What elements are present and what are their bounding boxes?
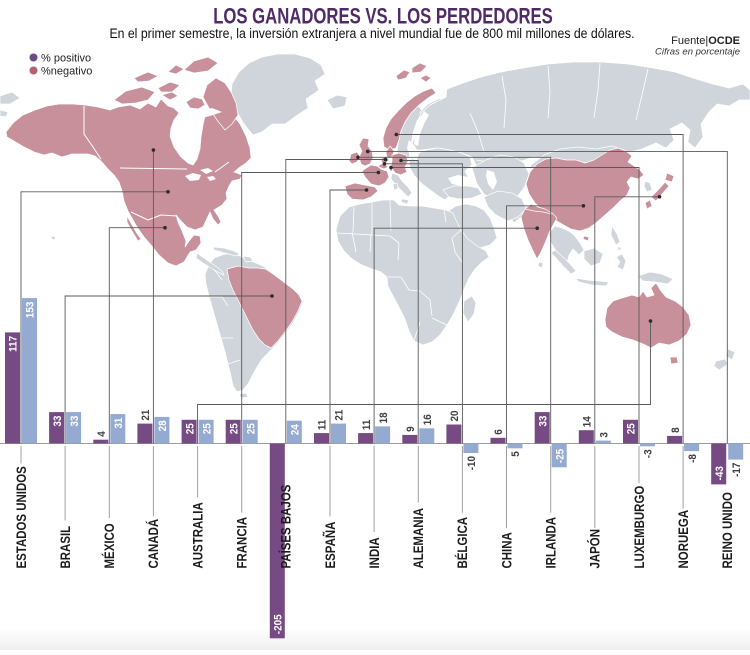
svg-text:LUXEMBURGO: LUXEMBURGO	[632, 485, 647, 568]
svg-text:-17: -17	[731, 462, 743, 476]
svg-text:21: 21	[141, 409, 153, 420]
svg-text:CANADÁ: CANADÁ	[145, 519, 161, 569]
svg-text:25: 25	[202, 423, 214, 434]
svg-text:BÉLGICA: BÉLGICA	[454, 517, 470, 569]
svg-text:-3: -3	[643, 449, 655, 458]
svg-text:3: 3	[599, 432, 611, 438]
svg-text:PAÍSES BAJOS: PAÍSES BAJOS	[278, 485, 294, 569]
svg-text:14: 14	[582, 416, 594, 427]
svg-text:9: 9	[406, 426, 418, 432]
svg-text:25: 25	[626, 423, 638, 434]
svg-text:ESTADOS UNIDOS: ESTADOS UNIDOS	[14, 466, 29, 568]
svg-text:24: 24	[290, 424, 302, 435]
svg-text:28: 28	[158, 420, 170, 431]
svg-text:16: 16	[423, 414, 435, 425]
svg-text:En el primer semestre, la inve: En el primer semestre, la inversión extr…	[109, 25, 634, 41]
svg-text:6: 6	[494, 429, 506, 435]
svg-text:% positivo: % positivo	[41, 53, 91, 65]
svg-text:REINO UNIDO: REINO UNIDO	[720, 492, 735, 569]
svg-text:BRASIL: BRASIL	[58, 526, 73, 569]
svg-text:LOS GANADORES VS. LOS PERDEDOR: LOS GANADORES VS. LOS PERDEDORES	[213, 4, 553, 29]
svg-text:33: 33	[538, 415, 550, 426]
svg-text:JAPÓN: JAPÓN	[587, 529, 603, 568]
svg-text:5: 5	[511, 451, 523, 457]
svg-text:INDIA: INDIA	[367, 537, 382, 568]
svg-text:-25: -25	[555, 449, 567, 463]
svg-text:18: 18	[378, 412, 390, 423]
svg-text:ESPAÑA: ESPAÑA	[322, 522, 338, 569]
svg-text:20: 20	[450, 410, 462, 421]
svg-text:31: 31	[114, 417, 126, 428]
svg-text:Fuente|OCDE: Fuente|OCDE	[671, 35, 740, 47]
svg-text:25: 25	[229, 423, 241, 434]
svg-text:11: 11	[317, 419, 329, 430]
svg-text:-205: -205	[273, 614, 285, 634]
svg-text:-43: -43	[714, 466, 726, 480]
svg-text:11: 11	[361, 419, 373, 430]
svg-text:%negativo: %negativo	[41, 66, 92, 78]
svg-text:8: 8	[670, 427, 682, 433]
svg-text:33: 33	[52, 415, 64, 426]
svg-text:FRANCIA: FRANCIA	[235, 517, 250, 569]
svg-text:117: 117	[8, 336, 20, 352]
svg-text:NORUEGA: NORUEGA	[676, 510, 691, 569]
svg-text:-8: -8	[687, 454, 699, 463]
svg-text:25: 25	[185, 423, 197, 434]
svg-text:ALEMANIA: ALEMANIA	[411, 508, 426, 569]
svg-text:153: 153	[25, 301, 37, 318]
svg-text:21: 21	[334, 409, 346, 420]
svg-text:-10: -10	[467, 456, 479, 470]
svg-text:33: 33	[69, 415, 81, 426]
svg-text:MÉXICO: MÉXICO	[101, 523, 117, 568]
svg-text:4: 4	[97, 431, 109, 437]
svg-text:AUSTRALIA: AUSTRALIA	[191, 502, 206, 568]
svg-text:Cifras en porcentaje: Cifras en porcentaje	[655, 47, 740, 58]
svg-text:IRLANDA: IRLANDA	[544, 517, 559, 569]
svg-text:25: 25	[246, 423, 258, 434]
svg-text:CHINA: CHINA	[499, 532, 514, 568]
